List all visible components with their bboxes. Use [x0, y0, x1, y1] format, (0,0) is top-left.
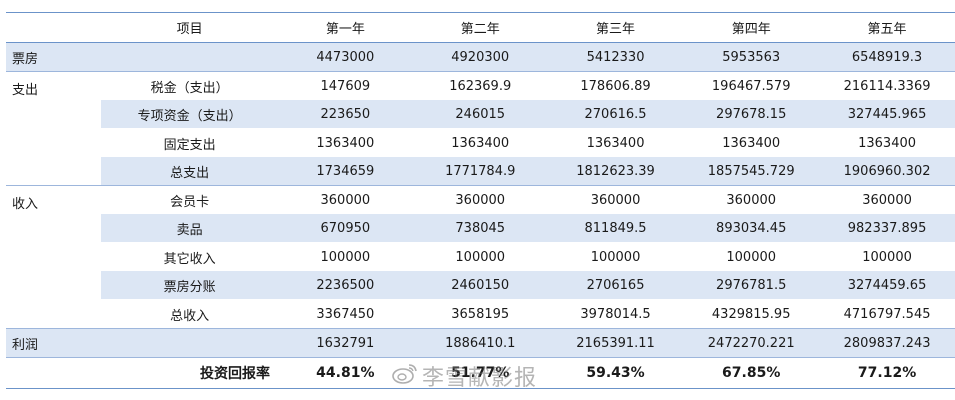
box-office-y3: 5412330 [547, 42, 684, 72]
profit-y3: 2165391.11 [547, 328, 684, 358]
income-concessions-y3: 811849.5 [547, 214, 684, 243]
roi-y1: 44.81% [278, 357, 413, 389]
roi-row: 投资回报率 44.81% 51.77% 59.43% 67.85% 77.12% [6, 357, 955, 389]
income-total-y1: 3367450 [278, 299, 413, 329]
expense-total-y4: 1857545.729 [683, 157, 820, 186]
category-profit: 利润 [6, 328, 102, 358]
income-membership-y3: 360000 [590, 192, 641, 208]
roi-y5: 77.12% [819, 357, 955, 389]
income-concessions-y1: 670950 [278, 214, 413, 243]
expense-tax-label: 税金（支出） [150, 80, 229, 96]
expense-tax-y1: 147609 [320, 78, 371, 94]
expense-row-special-fund: 专项资金（支出） 223650 246015 270616.5 297678.1… [6, 100, 955, 129]
profit-y5: 2809837.243 [819, 328, 955, 358]
income-total-y3: 3978014.5 [547, 299, 684, 329]
expense-special-fund-y5: 327445.965 [819, 100, 955, 129]
income-box-office-share-label: 票房分账 [101, 271, 279, 300]
expense-fixed-y3: 1363400 [586, 135, 645, 151]
income-total-label: 总收入 [101, 299, 279, 329]
header-year-2: 第二年 [412, 12, 548, 43]
expense-special-fund-y3: 270616.5 [547, 100, 684, 129]
header-item: 项目 [101, 12, 279, 43]
profit-row: 利润 1632791 1886410.1 2165391.11 2472270.… [6, 328, 955, 358]
expense-fixed-y2: 1363400 [451, 135, 510, 151]
roi-y4: 67.85% [683, 357, 820, 389]
box-office-y2: 4920300 [412, 42, 548, 72]
income-concessions-y4: 893034.45 [683, 214, 820, 243]
income-membership-label: 会员卡 [170, 194, 210, 210]
box-office-y4: 5953563 [683, 42, 820, 72]
income-row-concessions: 卖品 670950 738045 811849.5 893034.45 9823… [6, 214, 955, 243]
income-other-y1: 100000 [320, 249, 371, 265]
income-total-y2: 3658195 [412, 299, 548, 329]
income-other-y4: 100000 [726, 249, 777, 265]
expense-total-y1: 1734659 [278, 157, 413, 186]
income-row-membership: 收入 会员卡 360000 360000 360000 360000 36000… [6, 185, 955, 329]
expense-row-total: 总支出 1734659 1771784.9 1812623.39 1857545… [6, 157, 955, 186]
expense-row-fixed: 固定支出 1363400 1363400 1363400 1363400 136… [6, 129, 955, 158]
header-year-4: 第四年 [683, 12, 820, 43]
category-box-office: 票房 [6, 42, 102, 72]
expense-tax-y2: 162369.9 [449, 78, 512, 94]
income-row-total: 总收入 3367450 3658195 3978014.5 4329815.95… [6, 299, 955, 329]
box-office-row: 票房 4473000 4920300 5412330 5953563 65489… [6, 42, 955, 72]
expense-fixed-y5: 1363400 [858, 135, 917, 151]
expense-tax-y4: 196467.579 [711, 78, 791, 94]
profit-label [101, 328, 279, 358]
income-row-other: 其它收入 100000 100000 100000 100000 100000 [6, 243, 955, 272]
expense-tax-y5: 216114.3369 [843, 78, 931, 94]
expense-special-fund-y1: 223650 [278, 100, 413, 129]
box-office-y5: 6548919.3 [819, 42, 955, 72]
income-total-y4: 4329815.95 [683, 299, 820, 329]
income-row-box-office-share: 票房分账 2236500 2460150 2706165 2976781.5 3… [6, 271, 955, 300]
income-other-y2: 100000 [455, 249, 506, 265]
expense-row-tax: 支出 税金（支出） 147609 162369.9 178606.89 1964… [6, 71, 955, 186]
box-office-label [101, 42, 279, 72]
income-box-office-share-y1: 2236500 [278, 271, 413, 300]
expense-special-fund-y2: 246015 [412, 100, 548, 129]
header-year-5: 第五年 [819, 12, 955, 43]
income-box-office-share-y4: 2976781.5 [683, 271, 820, 300]
profit-y1: 1632791 [278, 328, 413, 358]
income-concessions-y2: 738045 [412, 214, 548, 243]
expense-special-fund-y4: 297678.15 [683, 100, 820, 129]
profit-y4: 2472270.221 [683, 328, 820, 358]
roi-label: 投资回报率 [6, 357, 279, 389]
header-blank [6, 12, 102, 43]
income-concessions-label: 卖品 [101, 214, 279, 243]
box-office-y1: 4473000 [278, 42, 413, 72]
expense-total-label: 总支出 [101, 157, 279, 186]
income-total-y5: 4716797.545 [819, 299, 955, 329]
income-other-y5: 100000 [862, 249, 912, 265]
header-year-1: 第一年 [278, 12, 413, 43]
income-box-office-share-y3: 2706165 [547, 271, 684, 300]
header-row: 项目 第一年 第二年 第三年 第四年 第五年 [6, 12, 955, 43]
expense-fixed-y1: 1363400 [316, 135, 375, 151]
expense-fixed-y4: 1363400 [722, 135, 781, 151]
income-membership-y5: 360000 [862, 192, 912, 208]
expense-fixed-label: 固定支出 [163, 137, 216, 153]
financial-table: 项目 第一年 第二年 第三年 第四年 第五年 票房 4473000 492030… [6, 12, 955, 389]
income-membership-y2: 360000 [455, 192, 506, 208]
roi-y3: 59.43% [547, 357, 684, 389]
category-expense: 支出 [6, 71, 102, 186]
income-other-label: 其它收入 [163, 251, 216, 267]
expense-total-y5: 1906960.302 [819, 157, 955, 186]
expense-special-fund-label: 专项资金（支出） [101, 100, 279, 129]
header-year-3: 第三年 [547, 12, 684, 43]
profit-y2: 1886410.1 [412, 328, 548, 358]
income-membership-y4: 360000 [726, 192, 777, 208]
expense-total-y3: 1812623.39 [547, 157, 684, 186]
income-box-office-share-y2: 2460150 [412, 271, 548, 300]
income-concessions-y5: 982337.895 [819, 214, 955, 243]
expense-tax-y3: 178606.89 [580, 78, 651, 94]
expense-total-y2: 1771784.9 [412, 157, 548, 186]
income-membership-y1: 360000 [320, 192, 371, 208]
income-other-y3: 100000 [590, 249, 641, 265]
income-box-office-share-y5: 3274459.65 [819, 271, 955, 300]
category-income: 收入 [6, 185, 102, 329]
roi-y2: 51.77% [412, 357, 548, 389]
